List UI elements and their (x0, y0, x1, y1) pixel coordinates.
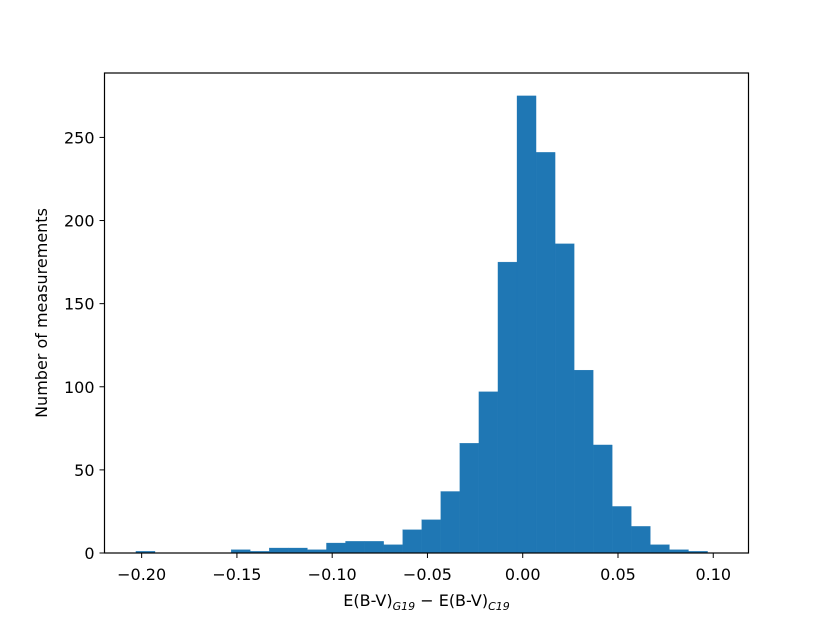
y-tick-label: 100 (64, 378, 95, 397)
histogram-bar (269, 547, 289, 554)
y-tick-label: 0 (84, 544, 94, 563)
x-axis-label-part1: E(B-V) (343, 591, 392, 610)
histogram-bar (593, 444, 613, 554)
histogram-bar (497, 261, 518, 554)
histogram-bar (383, 544, 403, 554)
histogram-bar (516, 95, 537, 554)
y-tick-label: 200 (64, 212, 95, 231)
histogram-bar (345, 541, 365, 554)
y-axis-label: Number of measurements (32, 208, 51, 418)
y-axis-ticks: 0 50 100 150 200 250 (64, 128, 105, 563)
histogram-bar (612, 506, 632, 554)
x-tick-label: 0.05 (600, 565, 636, 584)
x-axis-label: E(B-V)G19 − E(B-V)C19 (343, 591, 510, 613)
histogram-bar (364, 541, 384, 554)
x-axis-label-part2: − E(B-V) (415, 591, 488, 610)
plot-area-frame (103, 72, 750, 554)
histogram-bar (421, 519, 441, 554)
histogram-bar (288, 547, 308, 554)
histogram-bar (402, 529, 422, 554)
histogram-bar (574, 369, 594, 554)
x-axis-label-sub1: G19 (393, 600, 416, 613)
histogram-bar (440, 491, 460, 554)
x-tick-label: −0.20 (117, 565, 166, 584)
x-axis-ticks: −0.20 −0.15 −0.10 −0.05 0.00 0.05 0.10 (117, 553, 731, 584)
histogram-bar (459, 443, 480, 554)
x-tick-label: −0.15 (212, 565, 261, 584)
histogram-bar (535, 152, 556, 554)
histogram-bar (478, 391, 499, 554)
y-tick-label: 50 (74, 461, 94, 480)
histogram-bar (650, 544, 670, 554)
histogram-bar (631, 526, 651, 554)
x-axis-label-sub2: C19 (488, 600, 510, 613)
x-tick-label: 0.00 (505, 565, 541, 584)
bars-group (135, 95, 708, 554)
y-tick-label: 250 (64, 128, 95, 147)
histogram-bar (554, 243, 575, 554)
x-tick-label: −0.05 (403, 565, 452, 584)
y-tick-label: 150 (64, 295, 95, 314)
histogram-bar (326, 542, 346, 554)
x-tick-label: 0.10 (695, 565, 731, 584)
x-tick-label: −0.10 (308, 565, 357, 584)
